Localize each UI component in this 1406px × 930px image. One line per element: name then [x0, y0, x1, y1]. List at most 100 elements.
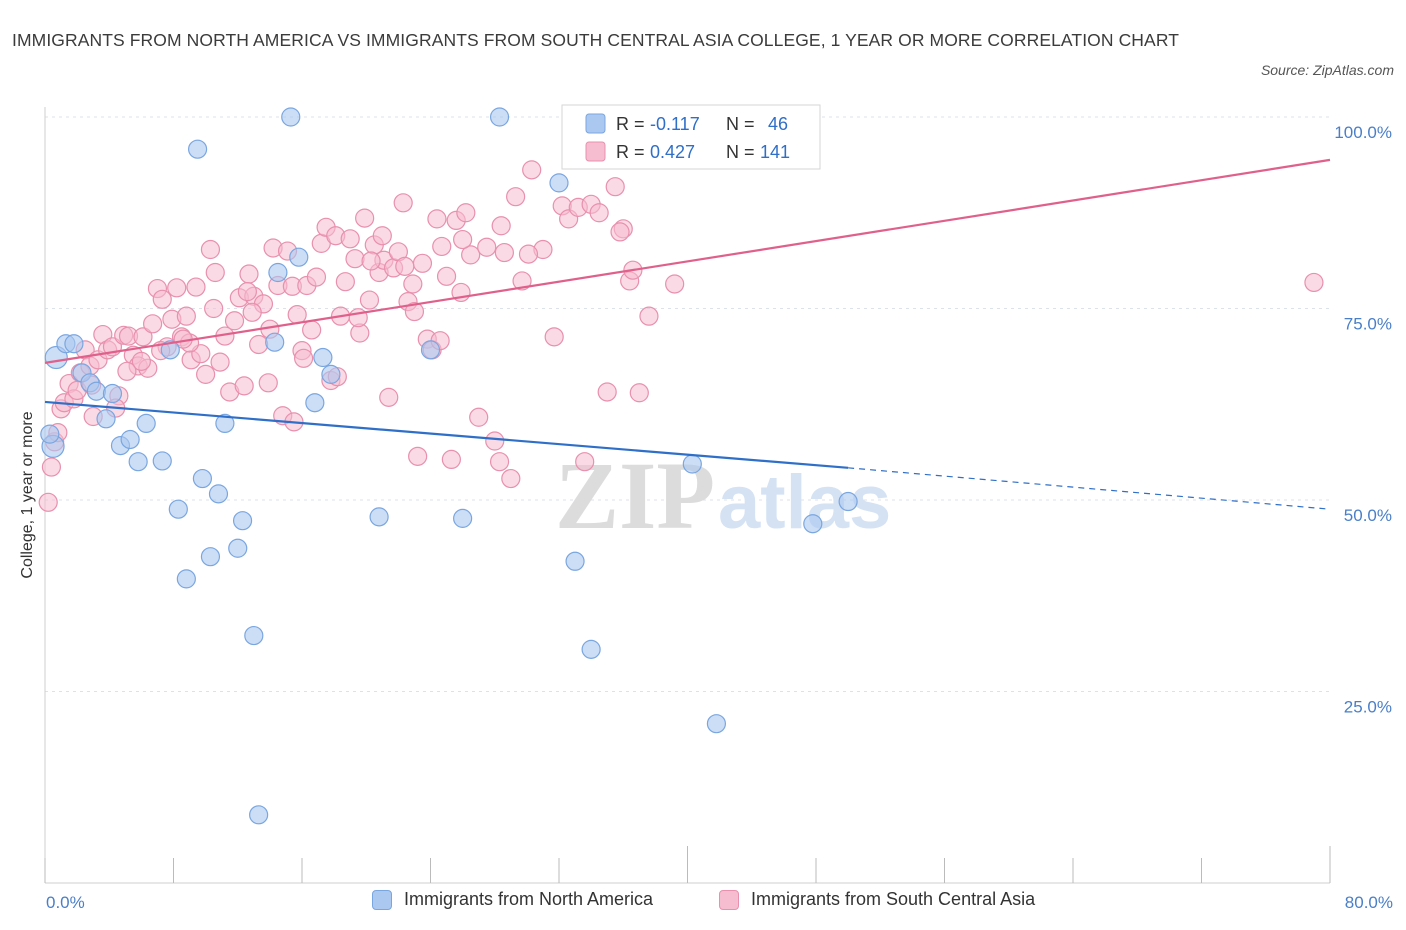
legend-n-label-1: N = [726, 114, 755, 134]
data-point-north-america [289, 247, 309, 267]
legend-n-label-2: N = [726, 142, 755, 162]
legend-r-value-2: 0.427 [650, 142, 695, 162]
y-tick-label: 100.0% [1334, 123, 1392, 142]
data-point-south-central-asia [461, 245, 481, 265]
data-point-north-america [249, 805, 269, 825]
x-tick-label-min: 0.0% [46, 893, 85, 912]
data-point-south-central-asia [335, 272, 355, 292]
y-tick-label: 50.0% [1344, 506, 1392, 525]
data-point-south-central-asia [456, 203, 476, 223]
chart-title: IMMIGRANTS FROM NORTH AMERICA VS IMMIGRA… [12, 30, 1180, 50]
watermark-atlas: atlas [718, 460, 891, 545]
data-point-south-central-asia [395, 256, 415, 276]
series-swatch-north-america [372, 889, 392, 910]
data-point-south-central-asia [404, 301, 425, 322]
data-point-south-central-asia [143, 314, 163, 334]
data-point-south-central-asia [167, 278, 187, 298]
data-point-north-america [549, 173, 569, 193]
data-point-south-central-asia [453, 229, 473, 250]
data-point-north-america [706, 714, 727, 734]
data-point-south-central-asia [639, 306, 659, 326]
data-point-south-central-asia [412, 253, 433, 273]
data-point-south-central-asia [287, 305, 307, 325]
data-point-north-america [682, 454, 702, 474]
legend-n-value-2: 141 [760, 142, 790, 162]
data-point-south-central-asia [512, 271, 532, 291]
data-point-north-america [208, 484, 229, 504]
data-point-south-central-asia [432, 236, 452, 257]
data-point-south-central-asia [117, 361, 137, 381]
data-point-north-america [40, 424, 60, 444]
data-point-south-central-asia [224, 311, 245, 331]
data-point-north-america [265, 332, 285, 352]
gridlines [45, 116, 1330, 692]
data-point-north-america [244, 625, 264, 646]
data-point-north-america [369, 507, 389, 527]
data-point-south-central-asia [522, 160, 542, 180]
data-point-south-central-asia [441, 449, 461, 470]
data-point-south-central-asia [665, 274, 685, 294]
data-point-south-central-asia [152, 289, 172, 309]
data-point-south-central-asia [544, 327, 564, 347]
data-point-north-america [321, 364, 341, 384]
series-legend-north-america: Immigrants from North America [372, 889, 653, 910]
data-point-south-central-asia [186, 277, 206, 297]
data-point-south-central-asia [306, 267, 327, 287]
data-point-north-america [160, 340, 180, 360]
data-point-north-america [176, 569, 196, 589]
data-point-south-central-asia [501, 468, 521, 489]
data-point-south-central-asia [403, 274, 423, 294]
data-point-south-central-asia [494, 242, 514, 263]
data-point-north-america [228, 538, 248, 558]
data-point-south-central-asia [427, 209, 447, 229]
data-point-south-central-asia [372, 226, 392, 246]
series-legend: Immigrants from North America Immigrants… [0, 889, 1406, 915]
legend-r-label-1: R = [616, 114, 645, 134]
data-point-north-america [96, 409, 116, 429]
x-tick-label-max: 80.0% [1345, 893, 1393, 912]
data-point-south-central-asia [340, 229, 360, 249]
data-point-north-america [268, 262, 288, 283]
data-point-south-central-asia [605, 177, 625, 197]
data-point-south-central-asia [436, 266, 457, 286]
data-point-south-central-asia [242, 302, 262, 322]
data-point-north-america [136, 413, 156, 433]
data-point-south-central-asia [205, 262, 225, 283]
data-point-south-central-asia [610, 222, 630, 242]
data-point-north-america [281, 107, 301, 127]
legend-swatch-south-central-asia [585, 141, 606, 162]
data-point-south-central-asia [239, 264, 259, 284]
data-point-south-central-asia [258, 373, 278, 393]
trend-line-north-america-extension [848, 467, 1331, 510]
data-point-north-america [420, 340, 441, 360]
data-point-south-central-asia [234, 376, 254, 396]
data-point-north-america [64, 334, 84, 354]
data-point-south-central-asia [485, 431, 505, 451]
data-point-north-america [565, 551, 585, 571]
data-point-south-central-asia [589, 203, 609, 223]
data-point-north-america [581, 639, 601, 659]
y-tick-label: 75.0% [1344, 315, 1392, 334]
data-point-south-central-asia [597, 382, 617, 402]
series-name-north-america: Immigrants from North America [404, 889, 654, 909]
data-point-south-central-asia [41, 457, 62, 477]
data-point-south-central-asia [469, 407, 489, 427]
stats-legend: R = -0.117 N = 46 R = 0.427 N = 141 [561, 104, 821, 170]
data-point-south-central-asia [477, 237, 497, 257]
data-point-south-central-asia [518, 244, 539, 264]
source-credit: Source: ZipAtlas.com [1260, 62, 1394, 78]
series-swatch-south-central-asia [719, 889, 739, 910]
data-point-south-central-asia [393, 193, 413, 213]
data-point-north-america [803, 514, 823, 534]
data-point-south-central-asia [249, 334, 269, 355]
data-point-south-central-asia [302, 320, 322, 340]
data-point-north-america [192, 468, 213, 489]
data-point-south-central-asia [176, 306, 196, 326]
y-tick-label: 25.0% [1344, 698, 1392, 717]
data-point-south-central-asia [345, 249, 365, 269]
data-point-south-central-asia [491, 216, 511, 236]
data-point-north-america [453, 508, 473, 528]
data-point-south-central-asia [200, 239, 221, 260]
data-point-north-america [305, 393, 325, 413]
